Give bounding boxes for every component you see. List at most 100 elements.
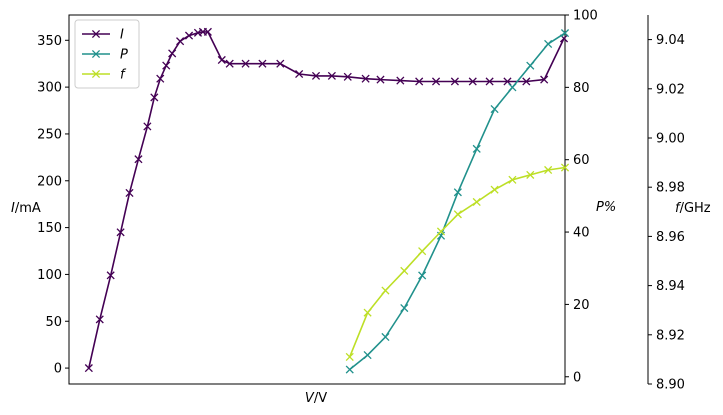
plot-border [68,14,566,385]
data-point [418,271,427,280]
data-point [125,188,134,198]
data-point [540,75,549,84]
left-axis-I: 0 50 100 150 200 250 300 350 I/mA [11,34,69,377]
tick-label: 80 [573,81,590,96]
data-point [418,247,427,256]
legend-item-I: I [82,28,124,43]
data-point [400,303,409,313]
series-line-I [88,31,565,369]
tick-label: 250 [37,127,62,142]
data-point [225,59,234,68]
series-f [345,163,570,361]
tick-label: 150 [37,221,62,236]
data-point [116,228,125,237]
tick-label: 40 [573,226,590,241]
data-point [544,39,553,49]
series-layer [84,27,570,374]
legend-item-f: f [82,68,127,83]
data-point [472,144,481,153]
data-point [376,75,385,84]
data-point [162,61,171,70]
data-point [276,59,285,68]
legend-label: I [120,28,124,43]
tick-label: 8.94 [656,279,685,294]
tick-label: 0 [573,370,581,385]
data-point [311,71,321,80]
plot-frame [68,14,566,385]
data-point [381,286,390,295]
legend-item-P: P [82,48,128,63]
data-point [526,61,535,70]
data-point [134,155,143,164]
data-point [363,350,372,360]
data-point [544,165,553,175]
tick-label: 9.00 [656,132,685,147]
tick-label: 8.90 [656,378,685,393]
data-point [106,271,115,280]
legend-label: P [120,48,128,63]
tick-label: 200 [37,174,62,189]
tick-label: 0 [54,362,62,377]
data-point [526,170,535,179]
series-P [345,29,570,374]
y-axis-label-f: f/GHz [675,201,711,216]
legend-label: f [120,68,127,83]
tick-label: 50 [45,315,62,330]
data-point [150,93,159,102]
data-point [453,188,462,197]
data-point [468,77,477,86]
data-point [363,308,372,317]
tick-label: 350 [37,34,62,49]
data-point [415,77,424,86]
tick-label: 100 [573,9,598,24]
legend-marker [91,49,101,59]
tick-label: 9.04 [656,33,685,48]
y-axis-label-I: I/mA [11,201,41,216]
data-point [156,74,165,83]
data-point [345,365,354,374]
legend-marker [91,29,101,39]
data-point [203,27,212,36]
tick-label: 8.98 [656,181,685,196]
data-point [560,29,570,38]
data-point [396,76,405,85]
data-point [361,74,370,83]
data-point [453,210,462,219]
legend-marker [91,69,101,79]
y-axis-label-P: P% [596,200,616,215]
data-point [345,352,354,361]
data-point [450,77,459,86]
legend: IPf [74,19,140,89]
data-point [400,266,409,275]
data-point [295,69,304,79]
tick-label: 8.92 [656,328,685,343]
tick-label: 20 [573,298,590,313]
data-point [522,77,531,86]
right-axis-P: 0 20 40 60 80 100 P% [565,9,616,385]
data-point [436,227,446,236]
data-point [327,71,336,80]
tick-label: 60 [573,153,590,168]
data-point [84,364,93,373]
data-point [472,197,481,207]
data-point [95,315,104,324]
data-point [508,175,517,184]
data-point [168,49,177,58]
right-axis-f: 8.90 8.92 8.94 8.96 8.98 9.00 9.02 9.04 f/GHz [647,15,711,393]
data-point [490,185,499,194]
data-point [241,59,250,68]
data-point [560,163,570,172]
tick-label: 300 [37,81,62,96]
tick-label: 9.02 [656,82,685,97]
data-point [184,31,194,40]
x-axis-label: V/V [305,391,327,406]
data-point [508,83,517,92]
data-point [258,59,267,68]
data-point [485,77,494,86]
data-point [143,122,152,131]
data-point [381,332,390,342]
data-point [490,104,499,114]
tick-label: 8.96 [656,230,685,245]
tick-label: 100 [37,268,62,283]
